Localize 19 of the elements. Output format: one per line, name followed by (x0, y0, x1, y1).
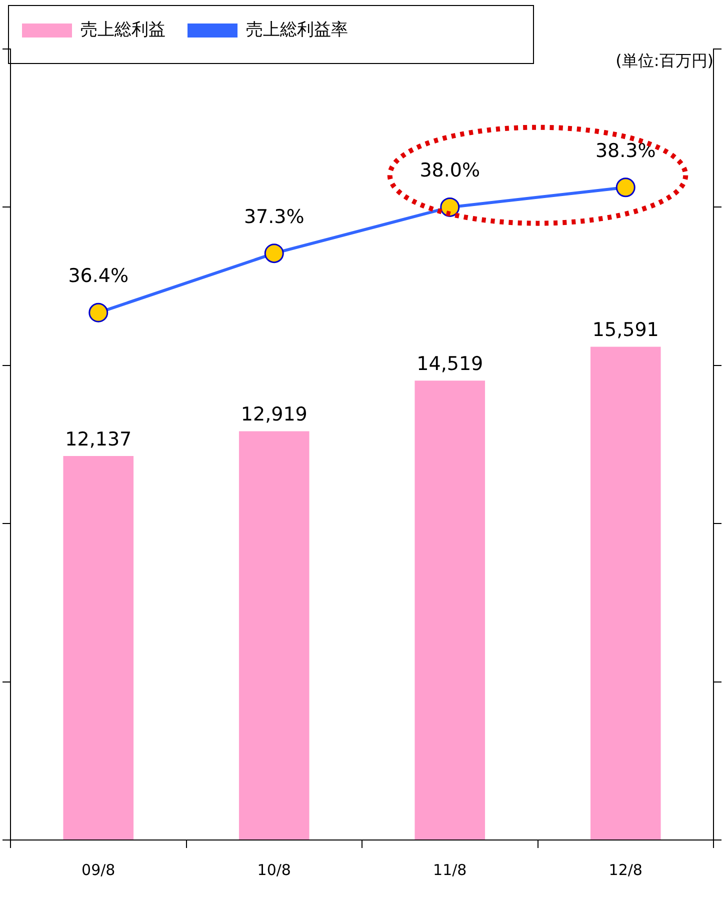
data-label: 12,919 (240, 404, 308, 426)
data-label: 14,519 (416, 353, 484, 376)
bar (590, 346, 661, 840)
bar (414, 380, 486, 840)
annotation: (単位:百万円) (616, 51, 714, 70)
x-tick-label: 11/8 (433, 860, 467, 879)
bar (63, 456, 134, 840)
data-label: 12,137 (65, 428, 132, 450)
data-label: 38.0% (420, 160, 480, 182)
x-tick-label: 12/8 (608, 860, 642, 879)
data-label: 36.4% (68, 265, 129, 288)
x-tick-label: 10/8 (257, 860, 291, 879)
data-label: 37.3% (244, 206, 304, 228)
data-label: 15,591 (592, 319, 659, 342)
bar (238, 431, 310, 840)
legend-label: 売上総利益率 (246, 20, 348, 40)
x-tick-label: 09/8 (82, 860, 116, 879)
data-label: 38.3% (595, 140, 656, 162)
legend-label: 売上総利益 (80, 20, 166, 40)
